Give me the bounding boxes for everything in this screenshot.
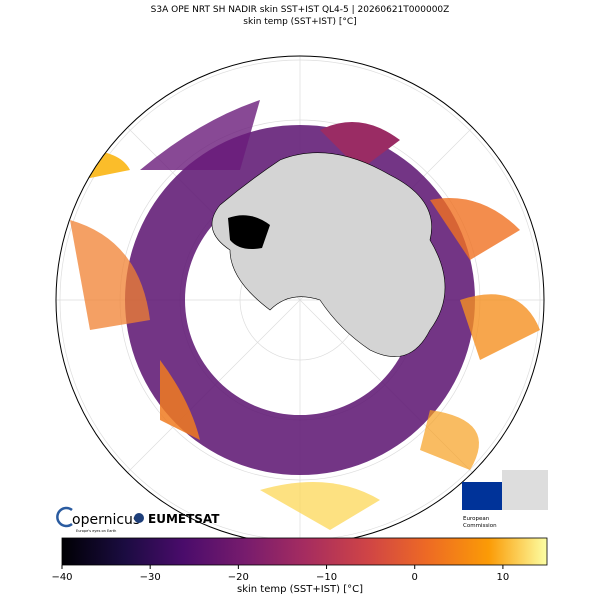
logo-text: EUMETSAT xyxy=(148,512,220,526)
logo-text: European xyxy=(463,516,490,522)
colorbar xyxy=(61,537,548,566)
colorbar-label: skin temp (SST+IST) [°C] xyxy=(237,584,363,595)
colorbar-tick-label: −30 xyxy=(140,572,161,583)
ec-logo: European Commission xyxy=(462,470,548,529)
logo-tagline: Europe's eyes on Earth xyxy=(76,529,116,533)
colorbar-tick-label: 10 xyxy=(497,572,510,583)
colorbar-tick-label: −10 xyxy=(316,572,337,583)
colorbar-tick-label: −20 xyxy=(228,572,249,583)
logo-text: Commission xyxy=(463,523,497,529)
colorbar-tick-label: −40 xyxy=(51,572,72,583)
copernicus-logo: opernicus Europe's eyes on Earth xyxy=(56,506,140,533)
colorbar-tick-label: 0 xyxy=(412,572,418,583)
subtitle: skin temp (SST+IST) [°C] xyxy=(243,17,356,27)
map xyxy=(56,56,544,544)
eumetsat-logo: EUMETSAT xyxy=(134,512,220,526)
title: S3A OPE NRT SH NADIR skin SST+IST QL4-5 … xyxy=(151,5,450,15)
logo-text: opernicus xyxy=(72,512,140,528)
